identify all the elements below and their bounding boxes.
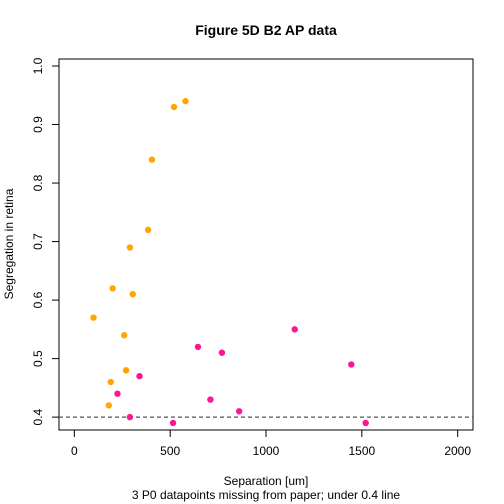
data-point bbox=[122, 367, 130, 374]
x-tick-label: 2000 bbox=[444, 444, 471, 458]
data-point bbox=[126, 413, 134, 421]
data-point bbox=[348, 361, 355, 368]
data-point bbox=[126, 244, 134, 251]
data-point bbox=[291, 326, 298, 333]
x-axis: 0 500 1000 1500 2000 bbox=[71, 429, 471, 458]
data-point bbox=[170, 103, 178, 111]
x-tick-label: 0 bbox=[71, 444, 78, 458]
data-point bbox=[182, 97, 189, 105]
y-tick-label: 0.7 bbox=[31, 233, 45, 250]
y-tick-label: 0.5 bbox=[31, 350, 45, 367]
data-point bbox=[129, 291, 136, 298]
y-tick-label: 0.9 bbox=[31, 116, 45, 133]
data-point bbox=[207, 396, 214, 403]
y-tick-label: 0.4 bbox=[31, 408, 45, 425]
x-tick-label: 1500 bbox=[348, 444, 375, 458]
y-axis-label: Segregation in retina bbox=[2, 188, 16, 299]
data-point bbox=[105, 402, 113, 409]
data-point bbox=[114, 390, 121, 397]
data-point bbox=[362, 419, 369, 427]
plot-frame bbox=[58, 58, 474, 431]
x-axis-label: Separation [um] bbox=[224, 474, 309, 488]
data-point bbox=[194, 343, 202, 351]
data-point bbox=[120, 332, 128, 339]
data-point bbox=[235, 408, 243, 415]
data-point bbox=[136, 372, 143, 380]
y-tick-label: 1.0 bbox=[31, 57, 45, 74]
data-point bbox=[107, 378, 114, 386]
data-point bbox=[169, 419, 177, 427]
y-tick-label: 0.8 bbox=[31, 174, 45, 191]
chart-title: Figure 5D B2 AP data bbox=[195, 22, 337, 38]
x-tick-label: 1000 bbox=[253, 444, 280, 458]
chart-subtitle: 3 P0 datapoints missing from paper; unde… bbox=[132, 488, 400, 502]
data-point bbox=[90, 314, 97, 321]
data-point bbox=[218, 349, 226, 356]
x-tick-label: 500 bbox=[160, 444, 180, 458]
y-tick-label: 0.6 bbox=[31, 291, 45, 308]
data-point bbox=[109, 285, 116, 292]
y-axis: 0.4 0.5 0.6 0.7 0.8 0.9 1.0 bbox=[31, 57, 60, 425]
data-points bbox=[90, 97, 369, 427]
data-point bbox=[144, 226, 152, 234]
data-point bbox=[148, 156, 156, 163]
